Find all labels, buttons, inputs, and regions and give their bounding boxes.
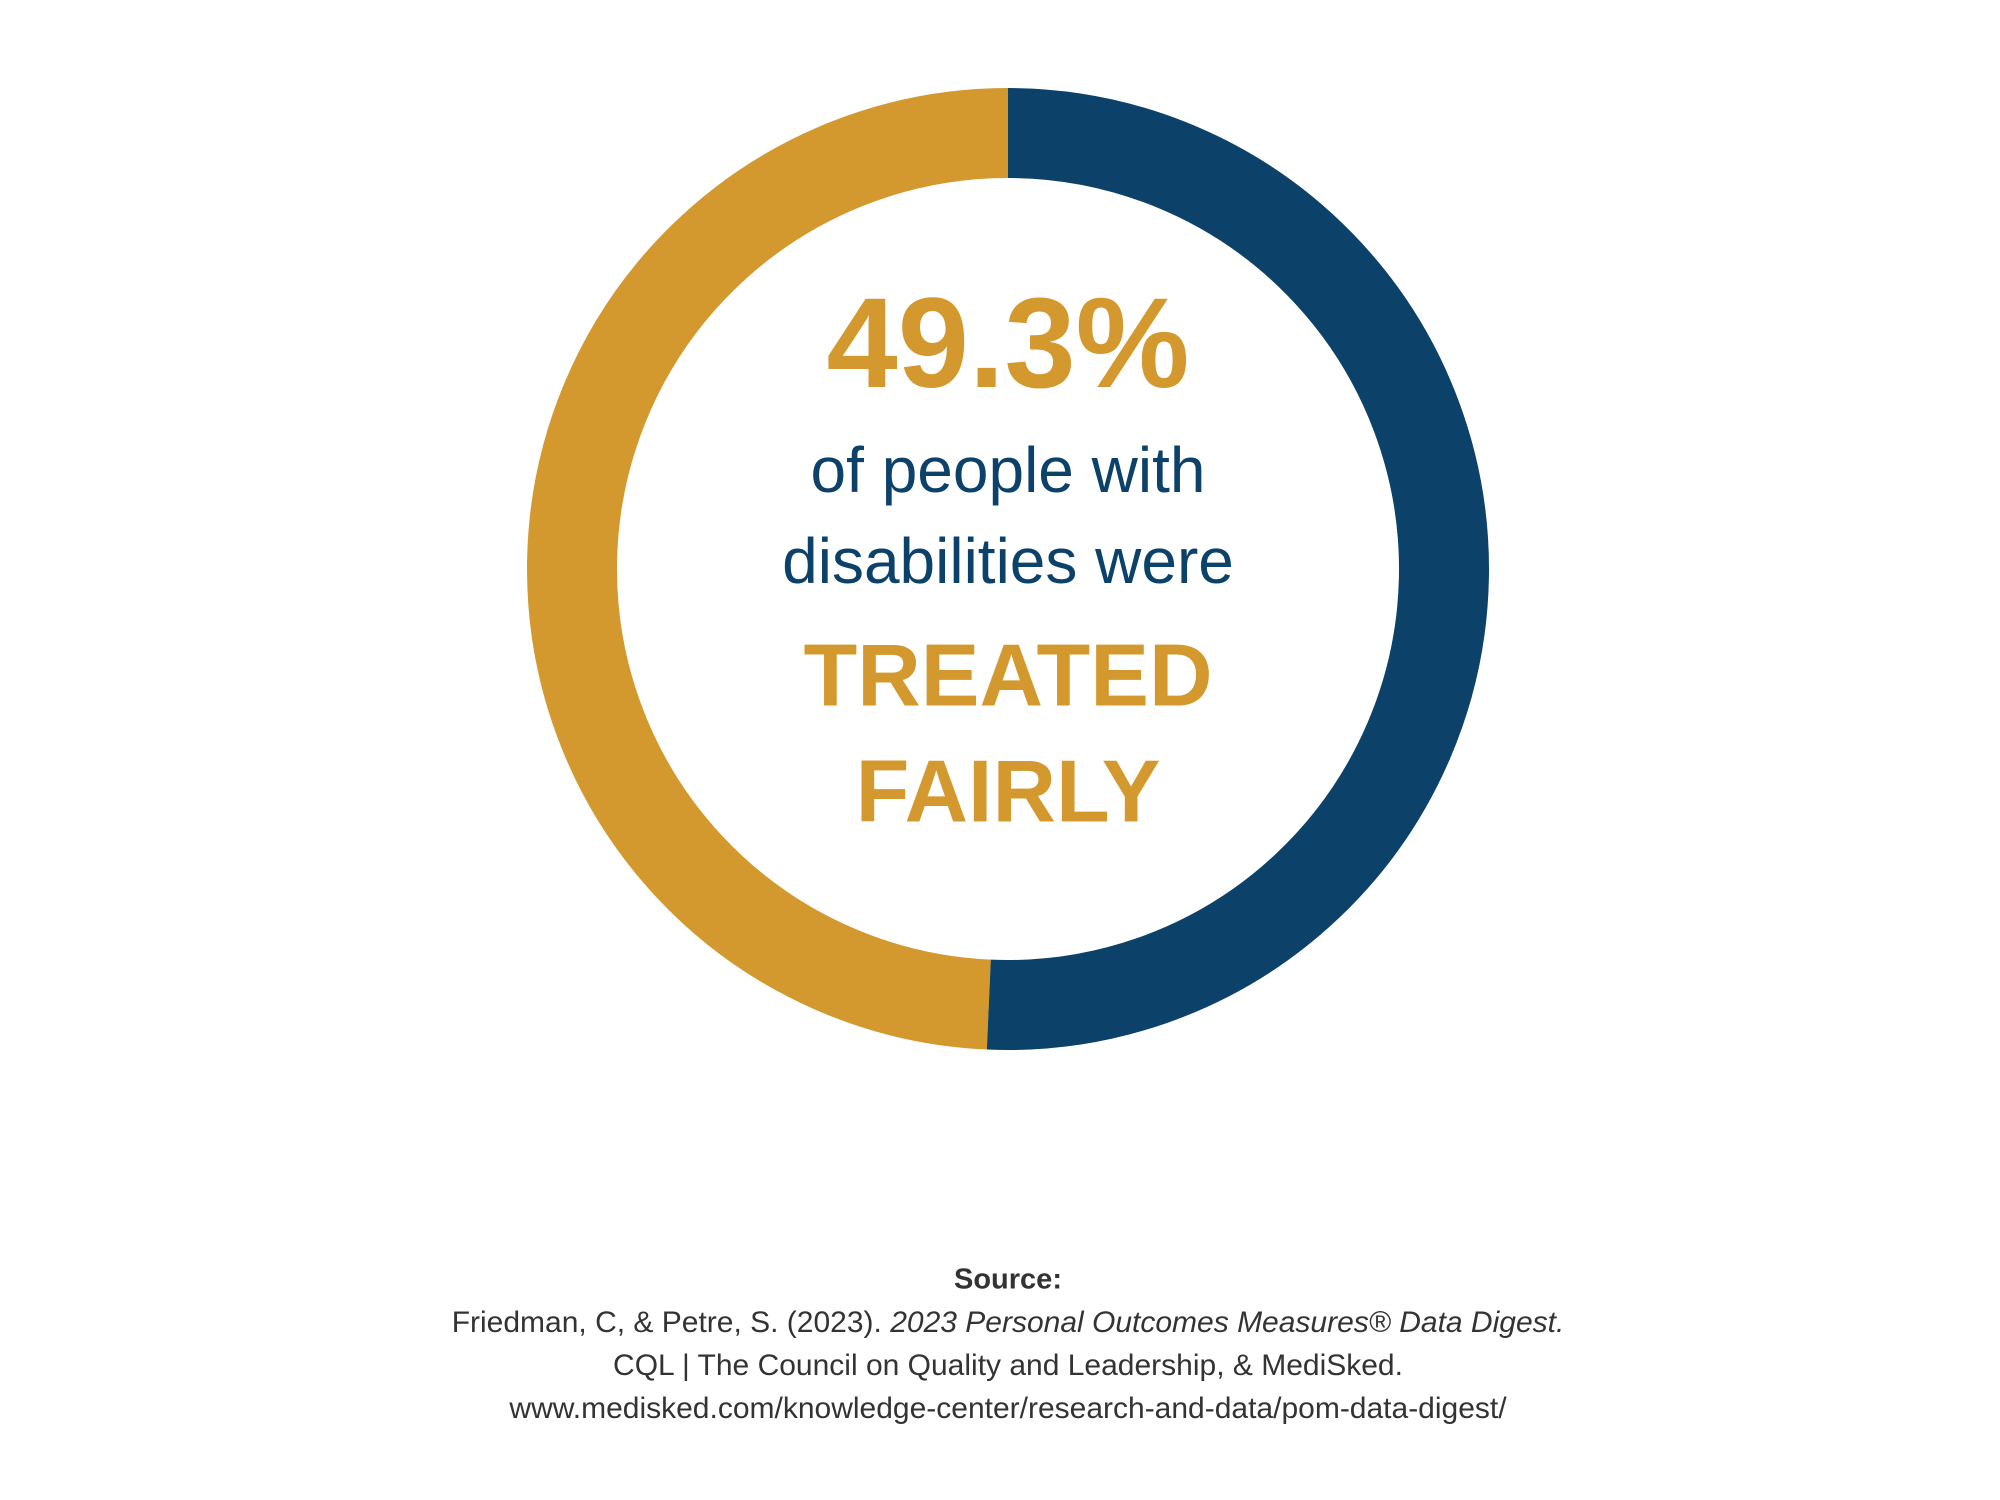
source-citation: Friedman, C, & Petre, S. (2023). 2023 Pe… [452,1306,1565,1339]
source-heading: Source: [954,1264,1062,1296]
citation-title: 2023 Personal Outcomes Measures® Data Di… [889,1306,1564,1339]
donut-slice [986,88,1489,1050]
source-line: www.medisked.com/knowledge-center/resear… [508,1392,1507,1425]
emphasis-line: TREATED [803,625,1212,724]
donut-slice [527,88,1009,1050]
value-label: 49.3% [827,272,1190,415]
emphasis-line: FAIRLY [856,741,1161,840]
text-line: of people with [811,434,1206,506]
source-line: CQL | The Council on Quality and Leaders… [613,1349,1403,1382]
citation-text: Friedman, C, & Petre, S. (2023). [452,1306,891,1339]
text-line: disabilities were [782,525,1234,597]
